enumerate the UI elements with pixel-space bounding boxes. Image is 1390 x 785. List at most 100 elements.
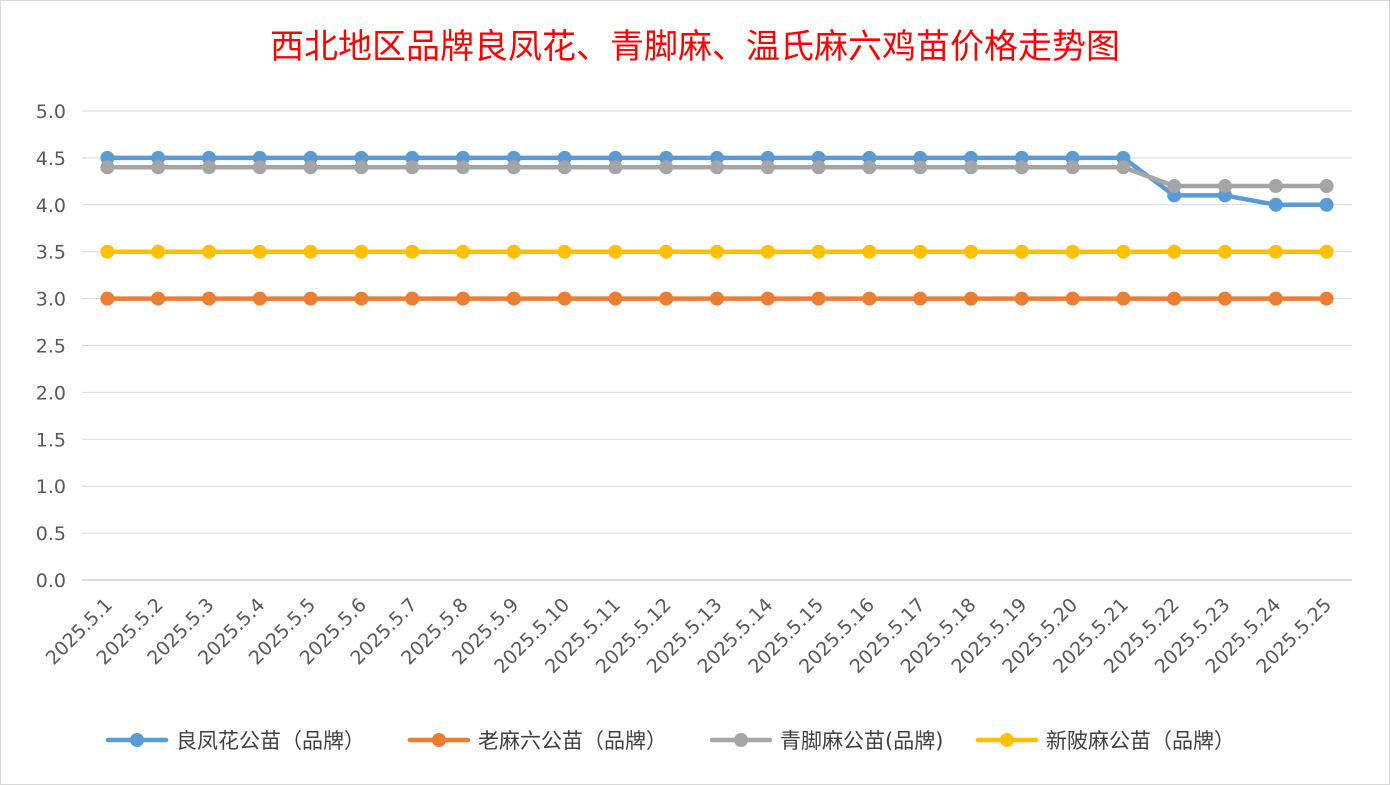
data-point [1268,197,1283,212]
data-point [303,291,318,306]
y-tick-label: 4.5 [36,148,66,170]
data-point [557,160,572,175]
data-point [1218,179,1232,194]
data-point [913,160,928,175]
data-point [1065,244,1080,259]
data-point [1116,244,1131,259]
data-point [354,291,369,306]
series-3 [100,244,1334,259]
legend-label: 老麻六公苗（品牌） [478,729,667,753]
data-point [506,160,521,175]
data-point [760,160,775,175]
data-point [405,244,420,259]
y-tick-label: 0.5 [36,523,66,545]
y-tick-label: 3.0 [36,289,66,311]
legend-marker [432,733,446,747]
y-tick-label: 5.0 [36,101,66,123]
data-point [1319,197,1334,212]
data-point [557,244,572,259]
data-point [1319,291,1334,306]
data-point [659,244,674,259]
y-tick-label: 1.5 [36,429,66,451]
data-point [354,244,369,259]
legend-marker [734,733,748,747]
data-point [964,291,978,306]
data-point [1014,244,1029,259]
data-point [151,291,166,306]
data-point [252,244,267,259]
data-point [100,160,115,175]
data-point [151,160,166,175]
data-point [710,160,724,175]
y-tick-label: 0.0 [36,570,66,592]
data-point [557,291,572,306]
y-tick-label: 2.5 [36,336,66,358]
data-point [760,291,775,306]
data-point [252,160,267,175]
data-point [202,244,216,259]
y-tick-label: 3.5 [36,242,66,264]
series-layer [100,150,1334,306]
data-point [1167,179,1182,194]
data-point [710,291,724,306]
legend-marker [130,733,144,747]
data-point [506,244,521,259]
legend-item: 新陂麻公苗（品牌） [975,729,1235,753]
data-point [456,291,470,306]
data-point [1218,291,1232,306]
legend-item: 老麻六公苗（品牌） [407,729,667,753]
data-point [1014,160,1029,175]
data-point [1167,291,1182,306]
data-point [1319,179,1334,194]
y-tick-label: 2.0 [36,382,66,404]
data-point [100,244,115,259]
data-point [354,160,369,175]
data-point [1116,160,1131,175]
data-point [608,244,623,259]
data-point [1065,291,1080,306]
legend-label: 新陂麻公苗（品牌） [1046,729,1235,753]
data-point [405,291,420,306]
data-point [1268,179,1283,194]
data-point [964,244,978,259]
data-point [1014,291,1029,306]
data-point [608,160,623,175]
legend-marker [1000,733,1014,747]
data-point [252,291,267,306]
data-point [811,160,826,175]
legend-label: 青脚麻公苗(品牌) [780,729,943,753]
data-point [811,244,826,259]
legend-label: 良凤花公苗（品牌） [176,729,365,753]
data-point [506,291,521,306]
data-point [608,291,623,306]
data-point [1116,291,1131,306]
data-point [1218,244,1232,259]
data-point [405,160,420,175]
y-axis-ticks: 0.0 0.5 1.0 1.5 2.0 2.5 3.0 3.5 4.0 4.5 5.0 [36,101,66,592]
series-2 [100,160,1334,194]
legend: 良凤花公苗（品牌） 老麻六公苗（品牌） 青脚麻公苗(品牌) 新陂麻公苗（品牌） [105,729,1235,753]
data-point [456,160,470,175]
data-point [862,160,877,175]
data-point [964,160,978,175]
legend-item: 青脚麻公苗(品牌) [709,729,943,753]
data-point [151,244,166,259]
data-point [456,244,470,259]
data-point [659,291,674,306]
data-point [760,244,775,259]
data-point [811,291,826,306]
legend-item: 良凤花公苗（品牌） [105,729,365,753]
data-point [1065,160,1080,175]
data-point [1167,244,1182,259]
data-point [659,160,674,175]
data-point [303,160,318,175]
data-point [202,160,216,175]
data-point [202,291,216,306]
series-1 [100,291,1334,306]
data-point [913,244,928,259]
chart-title: 西北地区品牌良凤花、青脚麻、温氏麻六鸡苗价格走势图 [270,27,1120,67]
data-point [1268,291,1283,306]
data-point [710,244,724,259]
